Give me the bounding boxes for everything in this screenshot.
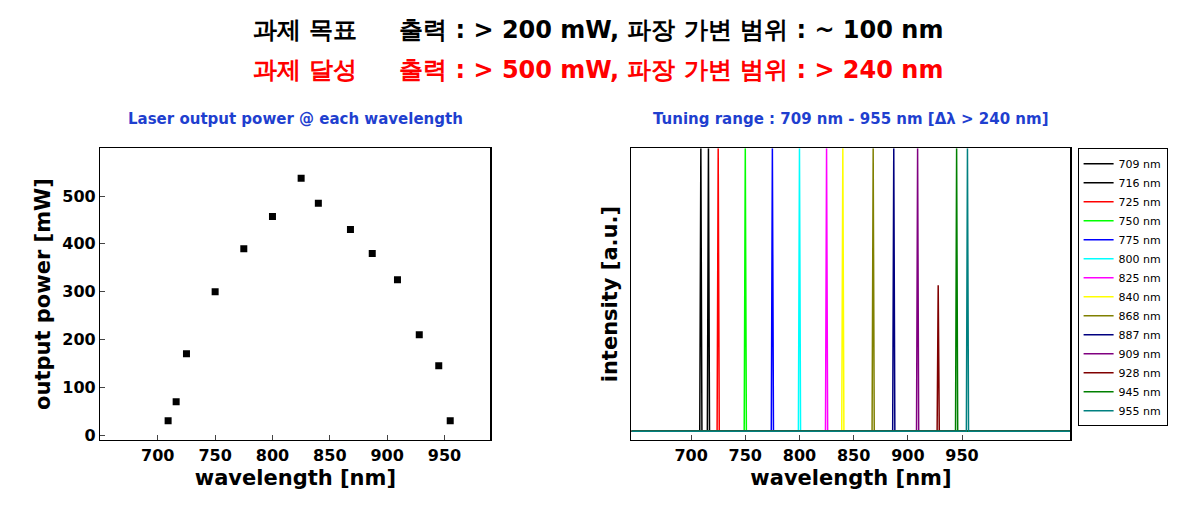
svg-text:Laser output power @ each wave: Laser output power @ each wavelength: [128, 110, 463, 128]
svg-text:700: 700: [141, 446, 174, 465]
svg-text:950: 950: [945, 446, 978, 465]
svg-text:0: 0: [85, 426, 96, 445]
svg-text:700: 700: [674, 446, 707, 465]
svg-text:725 nm: 725 nm: [1119, 196, 1161, 209]
svg-text:775 nm: 775 nm: [1119, 234, 1161, 247]
svg-text:800: 800: [256, 446, 289, 465]
svg-text:300: 300: [62, 282, 95, 301]
svg-text:wavelength [nm]: wavelength [nm]: [750, 466, 951, 490]
svg-text:과제 달성 출력 : > 500 mW, 파장 가변: 과제 달성 출력 : > 500 mW, 파장 가변 범위 : > 240 nm: [253, 56, 943, 84]
svg-text:709 nm: 709 nm: [1119, 158, 1161, 171]
svg-text:945 nm: 945 nm: [1119, 386, 1161, 399]
svg-text:750: 750: [729, 446, 762, 465]
svg-text:200: 200: [62, 330, 95, 349]
svg-text:950: 950: [428, 446, 461, 465]
svg-text:716 nm: 716 nm: [1119, 177, 1161, 190]
svg-text:750 nm: 750 nm: [1119, 215, 1161, 228]
svg-text:955 nm: 955 nm: [1119, 405, 1161, 418]
svg-text:Tuning range : 709 nm - 955 nm: Tuning range : 709 nm - 955 nm [Δλ > 240…: [653, 110, 1049, 128]
svg-text:868 nm: 868 nm: [1119, 310, 1161, 323]
svg-text:intensity [a.u.]: intensity [a.u.]: [598, 206, 622, 382]
svg-text:750: 750: [198, 446, 231, 465]
svg-text:850: 850: [313, 446, 346, 465]
svg-text:928 nm: 928 nm: [1119, 367, 1161, 380]
svg-text:과제 목표 출력 : > 200 mW, 파장 가변: 과제 목표 출력 : > 200 mW, 파장 가변 범위 : ~ 100 nm: [253, 16, 943, 44]
svg-text:800: 800: [783, 446, 816, 465]
svg-text:900: 900: [370, 446, 403, 465]
svg-text:output power [mW]: output power [mW]: [31, 178, 55, 410]
svg-text:500: 500: [62, 187, 95, 206]
svg-text:100: 100: [62, 378, 95, 397]
svg-text:400: 400: [62, 234, 95, 253]
svg-text:840 nm: 840 nm: [1119, 291, 1161, 304]
svg-text:887 nm: 887 nm: [1119, 329, 1161, 342]
svg-text:wavelength [nm]: wavelength [nm]: [195, 466, 396, 490]
svg-text:800 nm: 800 nm: [1119, 253, 1161, 266]
svg-text:900: 900: [891, 446, 924, 465]
svg-text:850: 850: [837, 446, 870, 465]
svg-text:909 nm: 909 nm: [1119, 348, 1161, 361]
svg-text:825 nm: 825 nm: [1119, 272, 1161, 285]
